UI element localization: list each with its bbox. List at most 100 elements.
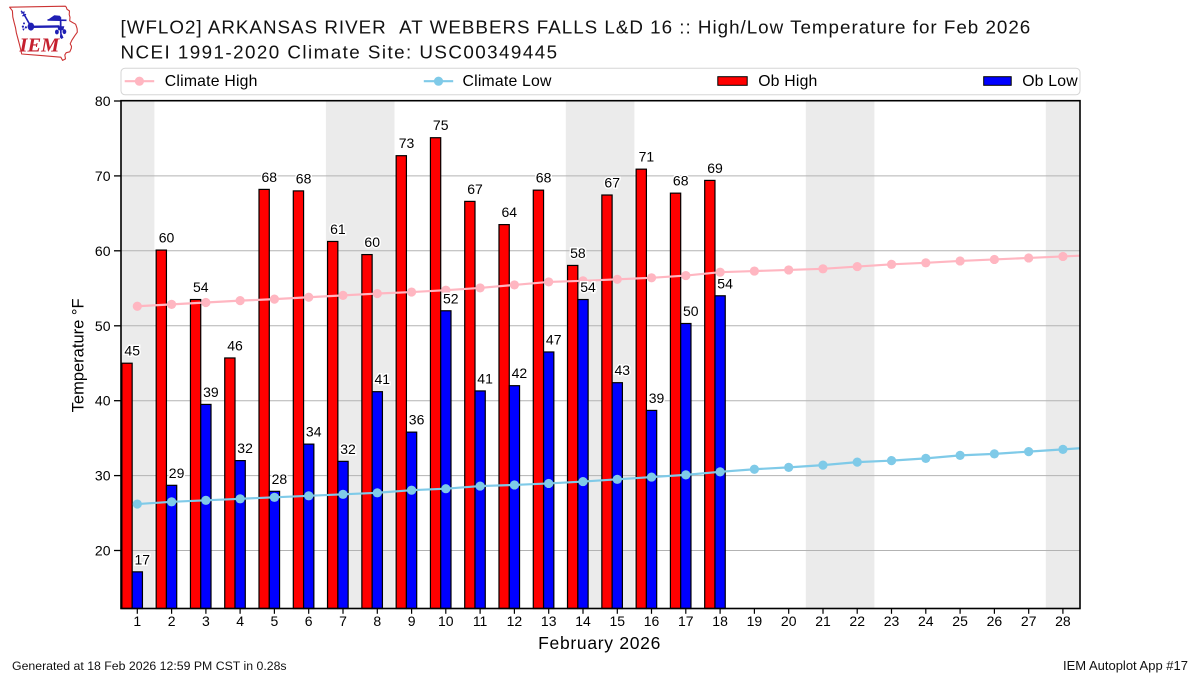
svg-text:7: 7 [339,613,347,629]
svg-text:32: 32 [340,441,356,457]
svg-text:13: 13 [541,613,557,629]
svg-text:6: 6 [305,613,313,629]
svg-text:69: 69 [707,160,723,176]
svg-text:February 2026: February 2026 [538,633,661,653]
svg-text:IEM: IEM [19,35,61,57]
svg-text:Climate Low: Climate Low [463,73,553,90]
svg-text:68: 68 [296,170,312,186]
svg-text:40: 40 [95,393,111,409]
svg-text:54: 54 [193,279,209,295]
svg-text:36: 36 [409,412,425,428]
svg-text:15: 15 [610,613,626,629]
svg-text:47: 47 [546,332,562,348]
svg-text:46: 46 [227,338,243,354]
svg-text:27: 27 [1021,613,1037,629]
svg-text:41: 41 [477,370,493,386]
svg-text:NCEI 1991-2020 Climate Site: U: NCEI 1991-2020 Climate Site: USC00349445 [121,41,559,62]
svg-text:54: 54 [717,275,733,291]
svg-text:58: 58 [570,245,586,261]
svg-text:24: 24 [918,613,934,629]
svg-text:32: 32 [340,441,356,457]
svg-text:50: 50 [683,303,699,319]
svg-text:17: 17 [135,551,151,567]
svg-text:18: 18 [712,613,728,629]
svg-text:47: 47 [546,332,562,348]
svg-text:69: 69 [707,160,723,176]
svg-text:21: 21 [815,613,831,629]
svg-text:67: 67 [467,181,483,197]
svg-text:Generated at 18 Feb 2026 12:59: Generated at 18 Feb 2026 12:59 PM CST in… [12,659,287,673]
svg-text:42: 42 [512,365,528,381]
svg-text:54: 54 [580,279,596,295]
svg-text:1: 1 [133,613,141,629]
svg-text:64: 64 [502,204,518,220]
svg-text:22: 22 [849,613,865,629]
svg-text:39: 39 [203,384,219,400]
svg-text:68: 68 [296,170,312,186]
svg-text:60: 60 [159,230,175,246]
svg-text:54: 54 [717,275,733,291]
svg-text:17: 17 [135,551,151,567]
svg-text:71: 71 [639,149,655,165]
svg-text:60: 60 [95,243,111,259]
svg-text:71: 71 [639,149,655,165]
svg-text:Ob Low: Ob Low [1022,73,1078,90]
svg-text:52: 52 [443,290,459,306]
svg-text:28: 28 [272,471,288,487]
svg-text:46: 46 [227,338,243,354]
svg-text:45: 45 [124,343,140,359]
svg-text:42: 42 [512,365,528,381]
svg-text:39: 39 [649,390,665,406]
svg-text:70: 70 [95,168,111,184]
svg-text:73: 73 [399,135,415,151]
svg-text:60: 60 [364,234,380,250]
svg-text:34: 34 [306,424,322,440]
svg-text:4: 4 [236,613,244,629]
svg-text:52: 52 [443,290,459,306]
svg-text:2: 2 [168,613,176,629]
svg-text:68: 68 [536,170,552,186]
svg-text:68: 68 [262,169,278,185]
svg-text:32: 32 [237,440,253,456]
svg-text:32: 32 [237,440,253,456]
svg-text:IEM Autoplot App #17: IEM Autoplot App #17 [1063,658,1188,673]
svg-text:41: 41 [477,370,493,386]
svg-text:10: 10 [438,613,454,629]
svg-text:34: 34 [306,424,322,440]
svg-text:43: 43 [615,362,631,378]
svg-text:30: 30 [95,468,111,484]
svg-text:68: 68 [536,170,552,186]
svg-text:43: 43 [615,362,631,378]
svg-text:17: 17 [678,613,694,629]
svg-text:73: 73 [399,135,415,151]
svg-text:39: 39 [203,384,219,400]
svg-text:61: 61 [330,221,346,237]
svg-text:50: 50 [95,318,111,334]
svg-text:61: 61 [330,221,346,237]
svg-text:67: 67 [604,175,620,191]
svg-text:80: 80 [95,93,111,109]
svg-text:45: 45 [124,343,140,359]
svg-text:19: 19 [747,613,763,629]
svg-text:60: 60 [364,234,380,250]
svg-text:41: 41 [375,371,391,387]
svg-text:50: 50 [683,303,699,319]
svg-text:16: 16 [644,613,660,629]
svg-text:Climate High: Climate High [165,73,258,90]
svg-text:39: 39 [649,390,665,406]
svg-text:8: 8 [373,613,381,629]
svg-text:54: 54 [580,279,596,295]
svg-text:60: 60 [159,230,175,246]
svg-text:9: 9 [408,613,416,629]
svg-text:58: 58 [570,245,586,261]
svg-text:[WFLO2] ARKANSAS RIVER AT WEB: [WFLO2] ARKANSAS RIVER AT WEBBERS FALLS … [121,17,1032,38]
svg-text:64: 64 [502,204,518,220]
svg-text:68: 68 [262,169,278,185]
svg-text:Ob High: Ob High [758,73,817,90]
svg-text:28: 28 [1055,613,1071,629]
svg-text:29: 29 [169,465,185,481]
svg-text:41: 41 [375,371,391,387]
svg-text:14: 14 [575,613,591,629]
svg-text:Temperature °F: Temperature °F [70,298,88,412]
svg-text:20: 20 [781,613,797,629]
